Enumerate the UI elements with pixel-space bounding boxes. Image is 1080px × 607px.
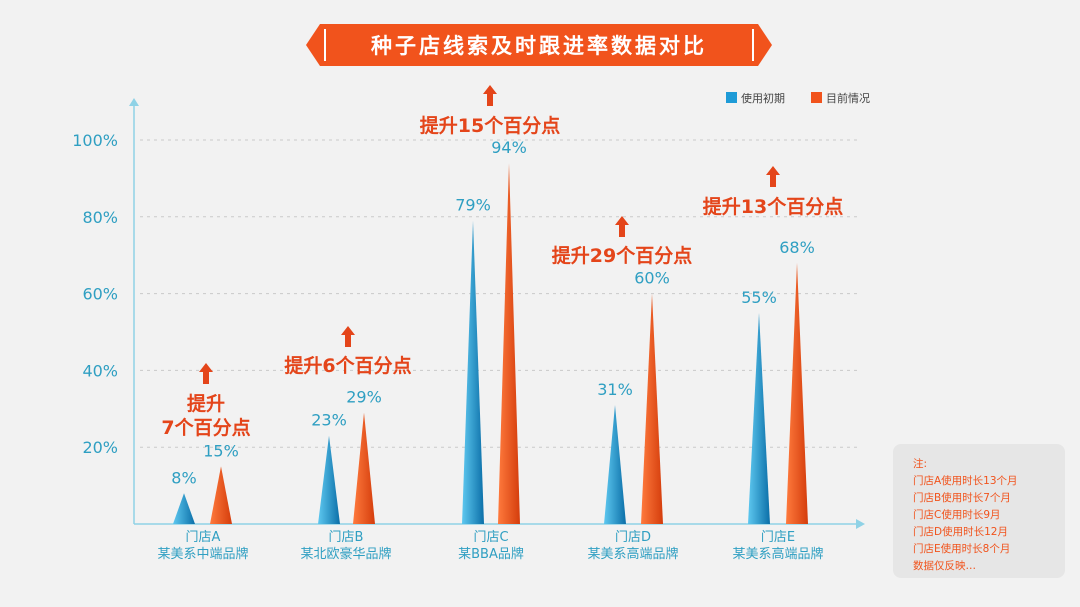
bar-initial [318,435,340,524]
x-category-label: 门店E [761,530,795,545]
note-line: 门店C使用时长9月 [913,509,1001,521]
x-category-label: 门店A [186,530,221,545]
y-tick-label: 100% [72,131,118,150]
y-tick-label: 40% [82,361,118,380]
bar-initial-label: 55% [741,288,777,307]
bar-current [641,293,663,524]
bar-initial-label: 79% [455,196,491,215]
bar-initial [462,220,484,524]
increase-annotation: 提升29个百分点 [552,244,692,267]
bar-current [498,163,520,525]
legend-swatch-current [811,92,822,103]
bar-initial [173,493,195,524]
bar-initial [604,404,626,524]
y-tick-label: 60% [82,285,118,304]
bar-current [786,262,808,524]
x-category-sublabel: 某美系高端品牌 [732,546,823,562]
increase-arrow-icon [483,85,497,106]
note-box: 注: 门店A使用时长13个月 门店B使用时长7个月 门店C使用时长9月 门店D使… [893,444,1065,578]
chart-title: 种子店线索及时跟进率数据对比 [306,24,772,66]
increase-annotation: 提升15个百分点 [420,114,560,137]
bar-current-label: 15% [203,441,239,460]
x-axis-arrow [856,519,865,529]
y-tick-label: 20% [82,438,118,457]
x-category-label: 门店C [473,530,508,545]
increase-annotation: 提升13个百分点 [703,195,843,218]
note-line: 门店A使用时长13个月 [913,475,1018,487]
bar-current-label: 29% [346,388,382,407]
x-category-sublabel: 某BBA品牌 [458,546,524,562]
note-line: 门店E使用时长8个月 [913,543,1011,555]
note-heading: 注: [913,458,928,470]
x-category-sublabel: 某美系高端品牌 [587,546,678,562]
bar-current [353,412,375,524]
bar-initial [748,312,770,524]
y-tick-label: 80% [82,208,118,227]
increase-annotation: 7个百分点 [161,417,250,439]
y-axis-arrow [129,98,139,106]
bar-current-label: 94% [491,138,527,157]
x-category-sublabel: 某美系中端品牌 [157,546,248,562]
x-category-label: 门店D [615,530,651,545]
legend-swatch-initial [726,92,737,103]
increase-arrow-icon [341,326,355,347]
bar-current-label: 60% [634,269,670,288]
increase-annotation: 提升6个百分点 [284,354,411,377]
bar-current [210,466,232,524]
legend-label-current: 目前情况 [826,91,870,105]
x-category-sublabel: 某北欧豪华品牌 [300,546,391,562]
bar-initial-label: 31% [597,380,633,399]
note-line: 门店D使用时长12月 [913,526,1008,538]
note-line: 门店B使用时长7个月 [913,492,1011,504]
bar-current-label: 68% [779,238,815,257]
increase-arrow-icon [766,166,780,187]
legend-label-initial: 使用初期 [741,91,785,105]
note-line: 数据仅反映… [913,560,976,572]
increase-annotation: 提升 [187,392,225,415]
bar-initial-label: 8% [171,468,196,487]
bar-initial-label: 23% [311,411,347,430]
increase-arrow-icon [199,363,213,384]
increase-arrow-icon [615,216,629,237]
x-category-label: 门店B [329,530,364,545]
